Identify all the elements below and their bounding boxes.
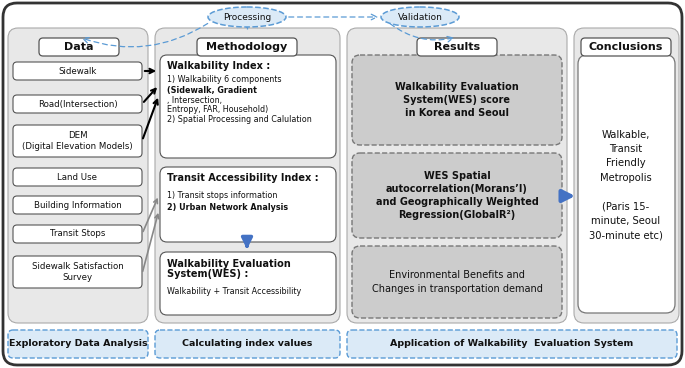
FancyBboxPatch shape (578, 55, 675, 313)
Text: , Intersection,: , Intersection, (167, 96, 222, 105)
Text: WES Spatial
autocorrelation(Morans’I)
and Geographically Weighted
Regression(Glo: WES Spatial autocorrelation(Morans’I) an… (375, 171, 538, 220)
FancyBboxPatch shape (13, 62, 142, 80)
Text: Transit Stops: Transit Stops (50, 230, 105, 238)
Text: 2) Spatial Processing and Calulation: 2) Spatial Processing and Calulation (167, 116, 312, 124)
Text: Walkability Evaluation
System(WES) score
in Korea and Seoul: Walkability Evaluation System(WES) score… (395, 82, 519, 118)
Text: Transit Accessibility Index :: Transit Accessibility Index : (167, 173, 319, 183)
FancyBboxPatch shape (160, 167, 336, 242)
FancyBboxPatch shape (352, 55, 562, 145)
Text: Entropy, FAR, Household): Entropy, FAR, Household) (167, 106, 269, 114)
FancyBboxPatch shape (13, 225, 142, 243)
Text: DEM
(Digital Elevation Models): DEM (Digital Elevation Models) (22, 131, 133, 151)
Text: Walkability Index :: Walkability Index : (167, 61, 271, 71)
Text: Application of Walkability  Evaluation System: Application of Walkability Evaluation Sy… (390, 340, 634, 348)
Text: Processing: Processing (223, 13, 271, 21)
Text: Methodology: Methodology (206, 42, 288, 52)
Text: Land Use: Land Use (58, 173, 97, 181)
Text: 1) Walkability 6 components: 1) Walkability 6 components (167, 75, 282, 85)
Ellipse shape (381, 7, 459, 27)
Text: Walkability + Transit Accessibility: Walkability + Transit Accessibility (167, 287, 301, 297)
Text: 1) Transit stops information: 1) Transit stops information (167, 191, 277, 201)
FancyBboxPatch shape (347, 330, 677, 358)
FancyBboxPatch shape (13, 196, 142, 214)
Text: System(WES) :: System(WES) : (167, 269, 249, 279)
FancyBboxPatch shape (581, 38, 671, 56)
FancyBboxPatch shape (3, 3, 682, 365)
Text: Sidewalk Satisfaction
Survey: Sidewalk Satisfaction Survey (32, 262, 123, 282)
Text: Building Information: Building Information (34, 201, 121, 209)
Ellipse shape (208, 7, 286, 27)
FancyBboxPatch shape (197, 38, 297, 56)
Text: (Sidewalk, Gradient: (Sidewalk, Gradient (167, 85, 257, 95)
FancyBboxPatch shape (8, 330, 148, 358)
FancyBboxPatch shape (13, 95, 142, 113)
FancyBboxPatch shape (13, 168, 142, 186)
FancyBboxPatch shape (352, 153, 562, 238)
Text: Data: Data (64, 42, 94, 52)
Text: Walkable,
Transit
Friendly
Metropolis

(Paris 15-
minute, Seoul
30-minute etc): Walkable, Transit Friendly Metropolis (P… (589, 130, 663, 240)
Text: Results: Results (434, 42, 480, 52)
Text: Calculating index values: Calculating index values (182, 340, 312, 348)
FancyBboxPatch shape (417, 38, 497, 56)
FancyBboxPatch shape (160, 252, 336, 315)
FancyBboxPatch shape (155, 330, 340, 358)
FancyBboxPatch shape (160, 55, 336, 158)
Text: Environmental Benefits and
Changes in transportation demand: Environmental Benefits and Changes in tr… (371, 270, 543, 294)
Text: Sidewalk: Sidewalk (58, 67, 97, 75)
FancyBboxPatch shape (13, 125, 142, 157)
Text: Validation: Validation (397, 13, 443, 21)
FancyBboxPatch shape (155, 28, 340, 323)
FancyBboxPatch shape (13, 256, 142, 288)
Text: Conclusions: Conclusions (589, 42, 663, 52)
FancyBboxPatch shape (347, 28, 567, 323)
FancyBboxPatch shape (8, 28, 148, 323)
Text: 2) Urban Network Analysis: 2) Urban Network Analysis (167, 204, 288, 212)
Text: Exploratory Data Analysis: Exploratory Data Analysis (9, 340, 147, 348)
FancyBboxPatch shape (39, 38, 119, 56)
FancyBboxPatch shape (574, 28, 679, 323)
FancyBboxPatch shape (352, 246, 562, 318)
Text: Road(Intersection): Road(Intersection) (38, 99, 117, 109)
Text: Walkability Evaluation: Walkability Evaluation (167, 259, 290, 269)
